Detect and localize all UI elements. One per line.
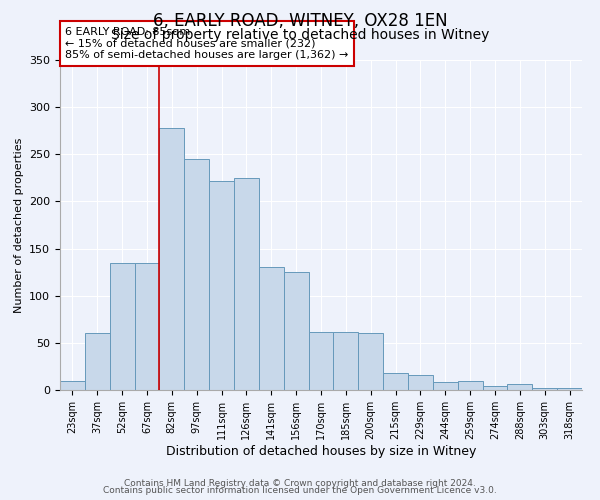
- Text: Size of property relative to detached houses in Witney: Size of property relative to detached ho…: [111, 28, 489, 42]
- Bar: [234, 178, 259, 390]
- Bar: [110, 262, 134, 390]
- Bar: [259, 268, 284, 390]
- Bar: [383, 373, 408, 390]
- Text: 6, EARLY ROAD, WITNEY, OX28 1EN: 6, EARLY ROAD, WITNEY, OX28 1EN: [152, 12, 448, 30]
- Bar: [334, 332, 358, 390]
- Bar: [458, 380, 482, 390]
- Bar: [508, 384, 532, 390]
- Bar: [482, 386, 508, 390]
- Bar: [134, 262, 160, 390]
- Text: Contains public sector information licensed under the Open Government Licence v3: Contains public sector information licen…: [103, 486, 497, 495]
- Bar: [308, 332, 334, 390]
- Y-axis label: Number of detached properties: Number of detached properties: [14, 138, 23, 312]
- Bar: [184, 159, 209, 390]
- Bar: [433, 382, 458, 390]
- X-axis label: Distribution of detached houses by size in Witney: Distribution of detached houses by size …: [166, 444, 476, 458]
- Bar: [85, 334, 110, 390]
- Bar: [358, 334, 383, 390]
- Bar: [408, 375, 433, 390]
- Bar: [209, 180, 234, 390]
- Text: Contains HM Land Registry data © Crown copyright and database right 2024.: Contains HM Land Registry data © Crown c…: [124, 478, 476, 488]
- Bar: [557, 388, 582, 390]
- Bar: [532, 388, 557, 390]
- Bar: [160, 128, 184, 390]
- Bar: [284, 272, 308, 390]
- Text: 6 EARLY ROAD: 85sqm
← 15% of detached houses are smaller (232)
85% of semi-detac: 6 EARLY ROAD: 85sqm ← 15% of detached ho…: [65, 27, 349, 60]
- Bar: [60, 380, 85, 390]
